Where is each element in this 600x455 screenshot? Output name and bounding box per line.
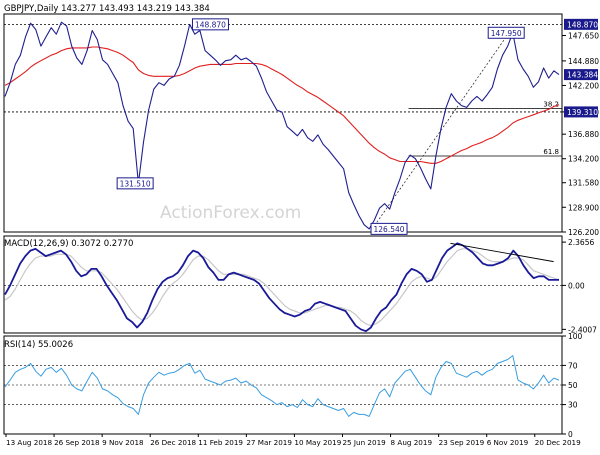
price-ytick-label: 134.200: [568, 155, 599, 164]
price-ytick-label: 142.200: [568, 81, 599, 90]
macd-ytick-label: -2.4007: [568, 325, 597, 334]
current-price-label: 143.384: [567, 71, 598, 80]
level-box: [564, 18, 598, 30]
x-tick-label: 25 Jun 2019: [342, 438, 386, 447]
watermark: ActionForex.com: [160, 203, 301, 223]
price-ytick-label: 136.880: [568, 130, 599, 139]
price-panel-frame: [3, 13, 563, 233]
fib-label: 38.2: [543, 100, 559, 108]
x-tick-label: 11 Feb 2019: [198, 438, 243, 447]
annotation-label: 131.510: [120, 179, 151, 188]
macd-ytick-label: 0.00: [568, 281, 585, 290]
x-tick-label: 26 Dec 2018: [150, 438, 196, 447]
annotation-label: 148.870: [195, 20, 226, 29]
annotation-label: 147.950: [491, 29, 522, 38]
price-ytick-label: 126.200: [568, 228, 599, 237]
x-tick-label: 27 Mar 2019: [246, 438, 292, 447]
x-tick-label: 6 Nov 2019: [487, 438, 529, 447]
rsi-ytick-label: 0: [568, 430, 573, 439]
x-tick-label: 10 May 2019: [294, 438, 341, 447]
price-line: [4, 21, 560, 230]
x-tick-label: 9 Nov 2018: [102, 438, 144, 447]
rsi-ytick-label: 100: [568, 332, 583, 341]
annotation-label: 126.540: [374, 225, 405, 234]
annotation-box: [191, 18, 229, 31]
annotation-box: [370, 222, 408, 235]
level-label: 139.310: [567, 108, 598, 117]
price-ytick-label: 128.900: [568, 203, 599, 212]
rsi-label: RSI(14) 55.0026: [4, 340, 73, 350]
rsi-ytick-label: 30: [568, 401, 578, 410]
rsi-ytick-label: 70: [568, 361, 578, 370]
x-tick-label: 20 Dec 2019: [535, 438, 581, 447]
rsi-ytick-label: 50: [568, 381, 578, 390]
annotation-box: [116, 177, 154, 190]
price-ytick-label: 147.650: [568, 32, 599, 41]
level-box: [564, 106, 598, 118]
macd-panel-frame: [3, 235, 563, 334]
x-tick-label: 13 Aug 2018: [6, 438, 52, 447]
ema-line: [4, 46, 560, 164]
rsi-line: [4, 355, 560, 417]
macd-ytick-label: 2.3656: [568, 238, 594, 247]
current-price-box: [564, 69, 598, 81]
macd-line: [4, 242, 560, 333]
x-tick-label: 8 Aug 2019: [391, 438, 433, 447]
price-ytick-label: 144.880: [568, 57, 599, 66]
macd-label: MACD(12,26,9) 0.3072 0.2770: [4, 239, 133, 249]
fib-label: 61.8: [543, 148, 559, 156]
x-tick-label: 26 Sep 2018: [54, 438, 100, 447]
x-tick-label: 23 Sep 2019: [439, 438, 485, 447]
annotation-box: [487, 26, 525, 39]
chart-title: GBPJPY,Daily 143.277 143.493 143.219 143…: [4, 4, 210, 14]
macd-trendline: [450, 242, 554, 263]
level-label: 148.870: [567, 20, 598, 29]
price-ytick-label: 131.580: [568, 179, 599, 188]
